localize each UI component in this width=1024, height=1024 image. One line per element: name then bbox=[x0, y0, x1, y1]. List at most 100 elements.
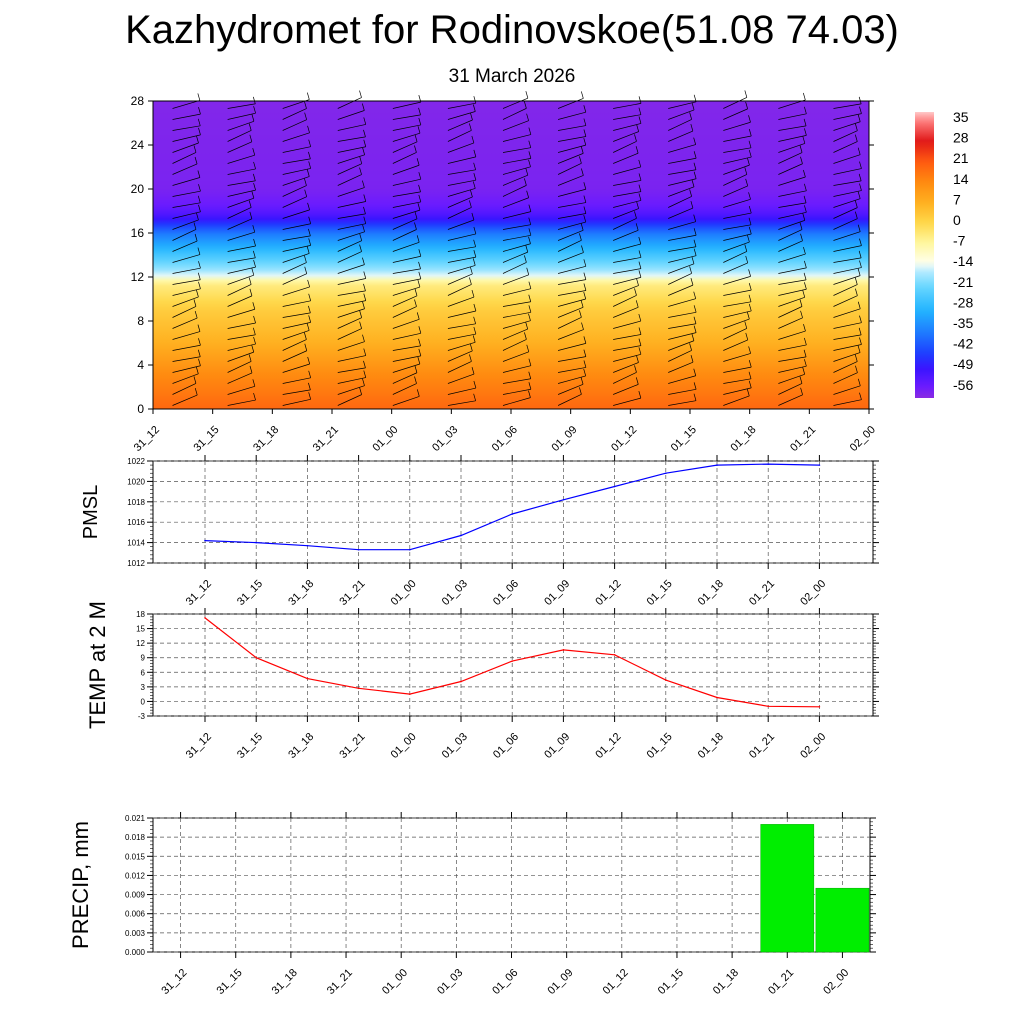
wind-barb bbox=[172, 317, 198, 329]
wind-barb bbox=[447, 188, 476, 197]
wind-barb-flag bbox=[748, 371, 752, 379]
wind-barb bbox=[778, 288, 807, 296]
wind-barb bbox=[337, 231, 365, 241]
wind-barb bbox=[392, 124, 421, 131]
wind-barb-flag bbox=[693, 137, 696, 145]
wind-barb-flag bbox=[690, 123, 694, 132]
wind-barb bbox=[833, 103, 862, 109]
wind-barb-flag bbox=[197, 170, 201, 178]
xtick-label: 31_15 bbox=[215, 967, 245, 997]
wind-barb-flag bbox=[802, 136, 806, 144]
wind-barb bbox=[172, 267, 201, 274]
wind-barb bbox=[557, 317, 582, 329]
wind-barb bbox=[447, 323, 476, 329]
wind-barb-flag bbox=[308, 139, 312, 147]
wind-barb-flag bbox=[469, 277, 472, 285]
wind-barb-flag bbox=[362, 334, 365, 342]
wind-barb-flag bbox=[362, 180, 365, 188]
wind-barb bbox=[668, 255, 697, 263]
wind-barb-flag bbox=[635, 377, 639, 385]
data-point bbox=[716, 464, 718, 466]
wind-barb bbox=[337, 377, 366, 384]
wind-barb-flag bbox=[803, 324, 806, 332]
wind-barb bbox=[723, 262, 748, 274]
wind-barb bbox=[778, 344, 807, 351]
wind-barb bbox=[392, 141, 418, 153]
wind-barb bbox=[723, 339, 748, 351]
wind-barb bbox=[227, 112, 256, 120]
colorbar-label: 28 bbox=[953, 130, 969, 146]
wind-barb bbox=[833, 218, 858, 230]
wind-barb-flag bbox=[197, 93, 201, 101]
wind-barb bbox=[613, 114, 642, 120]
ytick-label: 1018 bbox=[127, 498, 145, 507]
wind-barb bbox=[392, 278, 421, 285]
wind-barb bbox=[668, 196, 692, 208]
wind-barb bbox=[557, 343, 586, 351]
wind-barb-flag bbox=[857, 268, 861, 276]
data-point bbox=[409, 548, 411, 551]
wind-barb bbox=[392, 332, 421, 340]
wind-barb-flag bbox=[362, 378, 365, 386]
wind-barb bbox=[613, 191, 642, 197]
wind-barb-flag bbox=[471, 212, 475, 221]
wind-barb bbox=[392, 295, 418, 307]
xtick-label: 01_03 bbox=[435, 967, 465, 997]
wind-barb bbox=[392, 164, 420, 175]
wind-barb bbox=[833, 190, 862, 197]
heatmap-xtick-label: 01_00 bbox=[370, 424, 400, 454]
wind-barb bbox=[778, 330, 806, 340]
heatmap-xtick-label: 02_00 bbox=[848, 424, 878, 454]
wind-barb bbox=[833, 231, 861, 241]
wind-barb bbox=[668, 207, 694, 219]
wind-barb-flag bbox=[416, 235, 420, 243]
wind-barb bbox=[337, 213, 366, 219]
wind-barb bbox=[392, 229, 417, 241]
wind-barb-flag bbox=[858, 250, 862, 258]
wind-barb-flag bbox=[472, 181, 476, 189]
wind-barb-flag bbox=[804, 260, 807, 268]
wind-barb-flag bbox=[528, 305, 532, 313]
wind-barb-flag bbox=[748, 205, 752, 214]
wind-barb bbox=[392, 132, 421, 142]
wind-barb bbox=[337, 240, 362, 252]
wind-barb-flag bbox=[251, 268, 255, 276]
ytick-label: 18 bbox=[136, 610, 145, 619]
wind-barb-flag bbox=[363, 360, 366, 368]
wind-barb bbox=[613, 200, 642, 208]
plot-frame bbox=[152, 460, 874, 564]
wind-barb-flag bbox=[197, 324, 201, 332]
wind-barb bbox=[227, 231, 255, 241]
data-point bbox=[204, 539, 206, 542]
wind-barb-flag bbox=[691, 102, 695, 110]
wind-barb-flag bbox=[306, 92, 310, 100]
wind-barb-flag bbox=[583, 259, 587, 267]
wind-barb-flag bbox=[304, 189, 308, 197]
wind-barb bbox=[227, 308, 255, 318]
wind-barb bbox=[557, 265, 586, 274]
data-point bbox=[613, 485, 616, 488]
wind-barb-flag bbox=[583, 291, 587, 300]
wind-barb bbox=[337, 154, 365, 164]
wind-barb bbox=[392, 114, 421, 120]
wind-barb bbox=[227, 334, 256, 340]
wind-barb bbox=[668, 263, 695, 274]
wind-barb bbox=[778, 113, 807, 120]
wind-barb-flag bbox=[196, 212, 199, 221]
data-point bbox=[460, 534, 462, 537]
wind-barb bbox=[337, 251, 362, 263]
wind-barb-flag bbox=[579, 156, 582, 164]
xtick-label: 01_15 bbox=[645, 731, 675, 761]
wind-barb-flag bbox=[418, 249, 422, 257]
wind-barb bbox=[723, 185, 748, 197]
wind-barb bbox=[282, 350, 307, 362]
wind-barb-flag bbox=[525, 245, 529, 253]
heatmap-xtick-label: 01_03 bbox=[430, 424, 460, 454]
wind-barb-flag bbox=[803, 118, 807, 126]
wind-barb bbox=[778, 229, 803, 241]
wind-barb-flag bbox=[804, 282, 807, 290]
wind-barb bbox=[227, 399, 256, 406]
wind-barb bbox=[613, 229, 639, 241]
wind-barb-flag bbox=[526, 267, 530, 275]
wind-barb-flag bbox=[414, 299, 417, 307]
